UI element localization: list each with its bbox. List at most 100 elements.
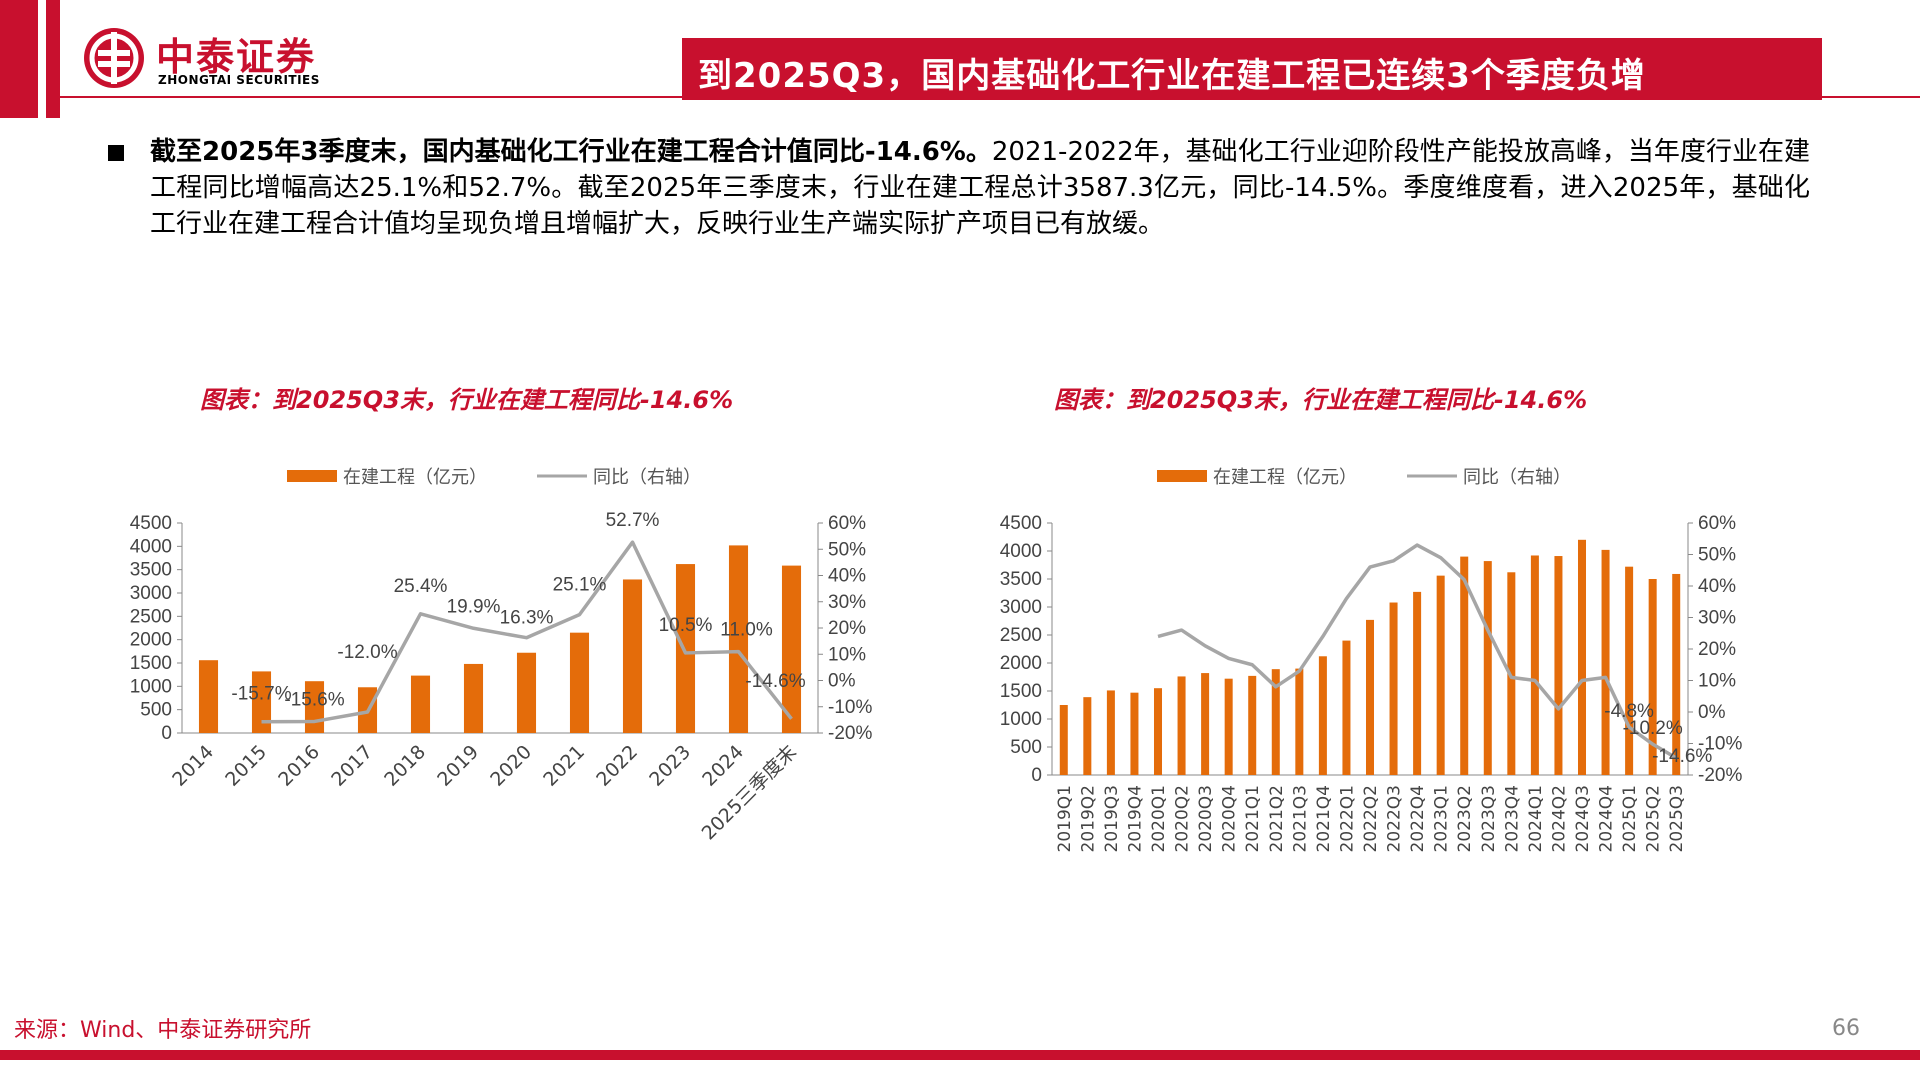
y-right-tick-label: -20%	[1698, 765, 1742, 786]
x-tick-label: 2020Q4	[1220, 785, 1240, 852]
y-right-tick-label: 10%	[1698, 671, 1736, 692]
x-tick-label: 2021Q3	[1290, 785, 1310, 852]
data-label: -12.0%	[337, 642, 397, 663]
legend-swatch-bar	[287, 470, 337, 482]
y-right-tick-label: 0%	[828, 671, 856, 692]
page-number: 66	[1832, 1016, 1860, 1041]
bar	[1530, 555, 1539, 775]
x-tick-label: 2018	[380, 741, 430, 791]
y-right-tick-label: 30%	[1698, 608, 1736, 629]
x-tick-label: 2023	[645, 741, 695, 791]
y-left-tick-label: 4000	[130, 536, 172, 557]
y-left-tick-label: 1000	[130, 676, 172, 697]
bar	[1248, 675, 1257, 775]
body-rest: 2021-2022年，基础化工行业迎阶段性产能投放高峰，当年度行业在建工程同比增…	[150, 137, 1811, 239]
y-left-tick-label: 4500	[1000, 513, 1042, 534]
data-label: 25.1%	[553, 575, 607, 596]
x-tick-label: 2020Q2	[1173, 785, 1193, 852]
x-tick-label: 2024Q2	[1549, 785, 1569, 852]
y-right-tick-label: 60%	[1698, 513, 1736, 534]
bar	[1295, 668, 1304, 775]
y-left-tick-label: 0	[1031, 765, 1042, 786]
chart-title-annual: 图表：到2025Q3末，行业在建工程同比-14.6%	[200, 386, 734, 414]
x-tick-label: 2014	[168, 741, 218, 791]
x-tick-label: 2023Q3	[1479, 785, 1499, 852]
x-tick-label: 2019	[433, 741, 483, 791]
data-label: 52.7%	[606, 510, 660, 531]
bar	[781, 565, 802, 733]
legend-swatch-bar	[1157, 470, 1207, 482]
x-tick-label: 2025三季度末	[698, 741, 801, 844]
bar	[1625, 566, 1634, 775]
bar	[516, 652, 537, 733]
bar	[1436, 575, 1445, 775]
quarterly-chart: 在建工程（亿元） 同比（右轴） 0 500 1000 1500 2000 2500 3000 35…	[1000, 467, 1743, 852]
bottom-bar	[0, 1050, 1920, 1060]
bar	[1130, 692, 1139, 775]
x-tick-label: 2022Q2	[1361, 785, 1381, 852]
bar	[1177, 676, 1186, 775]
y-left-tick-label: 500	[140, 700, 172, 721]
brand-logo: 中泰证券 ZHONGTAI SECURITIES	[84, 26, 384, 96]
brand-name-en: ZHONGTAI SECURITIES	[158, 73, 320, 87]
y-right-tick-label: 50%	[828, 539, 866, 560]
bar	[675, 564, 696, 733]
data-label: -10.2%	[1623, 718, 1683, 739]
bar	[1601, 549, 1610, 775]
chart-title-quarterly: 图表：到2025Q3末，行业在建工程同比-14.6%	[1054, 386, 1588, 414]
bar	[1460, 556, 1469, 775]
legend-label-bar: 在建工程（亿元）	[343, 467, 487, 488]
bar	[251, 671, 272, 733]
x-tick-label: 2019Q4	[1125, 785, 1145, 852]
x-tick-label: 2024Q3	[1573, 785, 1593, 852]
bar	[1342, 640, 1351, 775]
x-tick-label: 2019Q2	[1078, 785, 1098, 852]
y-right-tick-label: 10%	[828, 644, 866, 665]
bar	[1271, 669, 1280, 775]
y-left-tick-label: 3500	[130, 560, 172, 581]
slide-title: 到2025Q3，国内基础化工行业在建工程已连续3个季度负增	[698, 56, 1646, 96]
x-tick-label: 2020Q1	[1149, 785, 1169, 852]
x-tick-label: 2025Q2	[1644, 785, 1664, 852]
bullet-square-icon	[108, 145, 124, 161]
data-label: 25.4%	[394, 576, 448, 597]
y-left-tick-label: 500	[1010, 737, 1042, 758]
data-label: 19.9%	[447, 596, 501, 617]
left-accent-bar	[0, 0, 38, 118]
x-tick-label: 2025Q3	[1667, 785, 1687, 852]
x-tick-label: 2022Q3	[1385, 785, 1405, 852]
y-left-tick-label: 3000	[1000, 597, 1042, 618]
y-left-tick-label: 3000	[130, 583, 172, 604]
bar	[1483, 561, 1492, 775]
slide-title-banner: 到2025Q3，国内基础化工行业在建工程已连续3个季度负增	[682, 38, 1822, 100]
source-note: 来源：Wind、中泰证券研究所	[14, 1018, 312, 1043]
data-label: -14.6%	[1652, 746, 1712, 767]
x-tick-label: 2024	[698, 741, 748, 791]
x-tick-label: 2020Q3	[1196, 785, 1216, 852]
x-tick-label: 2022	[592, 741, 642, 791]
x-tick-label: 2020	[486, 741, 536, 791]
bar	[1648, 579, 1657, 775]
series-line	[1157, 543, 1678, 760]
bar	[1318, 656, 1327, 775]
bar	[198, 660, 219, 733]
y-left-tick-label: 1500	[130, 653, 172, 674]
bar	[728, 545, 749, 733]
y-right-tick-label: -10%	[1698, 734, 1742, 755]
data-label: -14.6%	[745, 671, 805, 692]
y-right-tick-label: 60%	[828, 513, 866, 534]
data-label: -4.8%	[1604, 701, 1654, 722]
bar	[1413, 591, 1422, 775]
data-label: 10.5%	[659, 615, 713, 636]
y-left-tick-label: 2500	[1000, 625, 1042, 646]
x-tick-label: 2015	[221, 741, 271, 791]
data-label: -15.6%	[284, 689, 344, 710]
y-right-tick-label: -10%	[828, 697, 872, 718]
bar	[1083, 697, 1092, 775]
y-left-tick-label: 1000	[1000, 709, 1042, 730]
x-tick-label: 2021Q4	[1314, 785, 1334, 852]
bar	[1577, 539, 1587, 775]
y-right-tick-label: 0%	[1698, 702, 1726, 723]
y-left-tick-label: 2000	[1000, 653, 1042, 674]
